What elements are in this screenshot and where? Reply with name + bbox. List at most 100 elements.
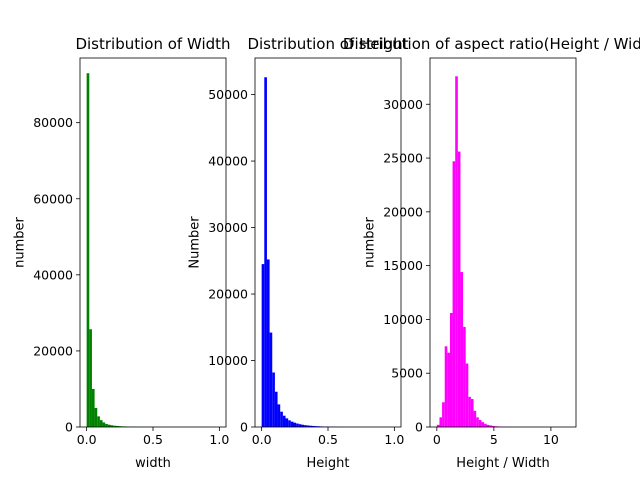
bar-height-13 <box>296 423 299 427</box>
bars-height <box>261 77 395 427</box>
bar-aspect-ratio-9 <box>460 272 464 427</box>
bar-height-19 <box>312 425 315 427</box>
x-tick-label-width-0: 0.0 <box>77 432 97 447</box>
y-tick-label-aspect-ratio-2: 10000 <box>383 312 423 327</box>
y-tick-label-height-1: 10000 <box>208 353 248 368</box>
bar-height-14 <box>298 424 302 427</box>
y-tick-label-height-2: 20000 <box>208 287 248 302</box>
bar-width-0 <box>86 73 90 427</box>
bar-aspect-ratio-13 <box>470 399 474 427</box>
y-ticks-height: 0 10000 20000 30000 40000 50000 <box>208 87 255 435</box>
x-ticks-width: 0.0 0.5 1.0 <box>77 427 229 447</box>
bar-aspect-ratio-20 <box>489 425 492 427</box>
x-tick-label-aspect-ratio-0: 0 <box>433 432 441 447</box>
x-ticks-aspect-ratio: 0 5 10 <box>433 427 559 447</box>
bar-height-8 <box>282 415 286 427</box>
bar-width-8 <box>107 424 111 427</box>
bar-height-20 <box>314 426 318 427</box>
y-tick-label-aspect-ratio-6: 30000 <box>383 97 423 112</box>
y-tick-label-height-4: 40000 <box>208 154 248 169</box>
title-aspect-ratio: Distribution of aspect ratio(Height / Wi… <box>343 35 640 53</box>
bar-height-5 <box>274 391 278 427</box>
bar-width-5 <box>99 420 103 427</box>
bar-height-1 <box>264 77 267 427</box>
axes-frame-aspect-ratio <box>429 57 577 428</box>
x-tick-label-aspect-ratio-2: 10 <box>543 432 559 447</box>
y-tick-label-height-5: 50000 <box>208 87 248 102</box>
bar-width-12 <box>118 426 122 427</box>
bar-width-3 <box>94 407 98 427</box>
x-tick-label-width-1: 0.5 <box>143 432 163 447</box>
bar-width-1 <box>89 329 92 427</box>
subplot-width: 0.0 0.5 1.0 0 20000 40000 60000 80000 Distribu… <box>13 35 231 471</box>
y-tick-label-width-3: 60000 <box>33 191 73 206</box>
x-axis-label-height: Height <box>307 456 350 471</box>
bar-width-7 <box>105 423 108 427</box>
bar-aspect-ratio-15 <box>476 417 479 427</box>
bar-width-4 <box>97 416 100 427</box>
title-height: Distribution of Height <box>247 35 408 53</box>
y-tick-label-width-1: 20000 <box>33 343 73 358</box>
y-tick-label-aspect-ratio-3: 15000 <box>383 258 423 273</box>
bar-height-3 <box>269 332 273 427</box>
bar-aspect-ratio-2 <box>442 402 445 427</box>
y-tick-label-width-0: 0 <box>65 420 73 435</box>
axes-frame-width <box>79 57 227 428</box>
subplot-aspect-ratio: 0 5 10 0 5000 10000 15000 20000 25000 30000 Dist… <box>343 35 640 471</box>
bar-height-17 <box>306 425 310 427</box>
bar-width-10 <box>113 425 116 427</box>
x-ticks-height: 0.0 0.5 1.0 <box>252 427 404 447</box>
bar-aspect-ratio-16 <box>478 420 482 427</box>
bar-width-2 <box>91 388 95 427</box>
bar-height-10 <box>288 420 291 427</box>
bar-width-6 <box>102 422 106 427</box>
y-tick-label-height-0: 0 <box>240 420 248 435</box>
x-tick-label-height-2: 1.0 <box>384 432 404 447</box>
bar-aspect-ratio-11 <box>465 363 469 427</box>
x-tick-label-width-2: 1.0 <box>209 432 229 447</box>
y-tick-label-aspect-ratio-4: 20000 <box>383 204 423 219</box>
bar-height-11 <box>290 421 294 427</box>
axes-frame-height <box>254 57 402 428</box>
bar-aspect-ratio-4 <box>447 352 450 427</box>
bar-height-0 <box>261 264 265 427</box>
bar-width-9 <box>110 425 114 427</box>
y-tick-label-aspect-ratio-0: 0 <box>415 420 423 435</box>
bar-aspect-ratio-21 <box>491 425 495 427</box>
bar-aspect-ratio-10 <box>463 326 466 427</box>
bar-height-9 <box>285 418 289 427</box>
bar-height-6 <box>277 404 281 427</box>
bar-height-4 <box>272 372 275 427</box>
bar-aspect-ratio-5 <box>449 312 453 427</box>
bar-aspect-ratio-7 <box>455 76 458 427</box>
bar-aspect-ratio-3 <box>444 346 448 427</box>
y-tick-label-height-3: 30000 <box>208 220 248 235</box>
bar-height-18 <box>309 425 313 427</box>
x-tick-label-aspect-ratio-1: 5 <box>490 432 498 447</box>
y-axis-label-height: Number <box>188 216 203 269</box>
y-tick-label-width-4: 80000 <box>33 115 73 130</box>
bars-aspect-ratio <box>436 76 569 427</box>
x-tick-label-height-1: 0.5 <box>318 432 338 447</box>
bar-aspect-ratio-8 <box>457 151 461 427</box>
x-axis-label-aspect-ratio: Height / Width <box>456 456 549 471</box>
subplot-height: 0.0 0.5 1.0 0 10000 20000 30000 40000 50000 Dis… <box>188 35 409 471</box>
y-axis-label-aspect-ratio: number <box>363 216 378 267</box>
bar-height-2 <box>266 259 270 427</box>
title-width: Distribution of Width <box>75 35 230 53</box>
bar-height-16 <box>304 425 307 427</box>
bar-aspect-ratio-6 <box>452 161 456 427</box>
y-tick-label-aspect-ratio-1: 5000 <box>391 366 423 381</box>
bar-height-15 <box>301 424 305 427</box>
y-axis-label-width: number <box>13 216 28 267</box>
bar-width-11 <box>115 425 119 427</box>
y-ticks-aspect-ratio: 0 5000 10000 15000 20000 25000 30000 <box>383 97 430 435</box>
bar-height-12 <box>293 422 297 427</box>
bar-aspect-ratio-17 <box>481 422 485 427</box>
bar-height-7 <box>280 411 283 427</box>
x-axis-label-width: width <box>135 456 171 471</box>
y-tick-label-aspect-ratio-5: 25000 <box>383 151 423 166</box>
bar-aspect-ratio-14 <box>473 410 477 427</box>
